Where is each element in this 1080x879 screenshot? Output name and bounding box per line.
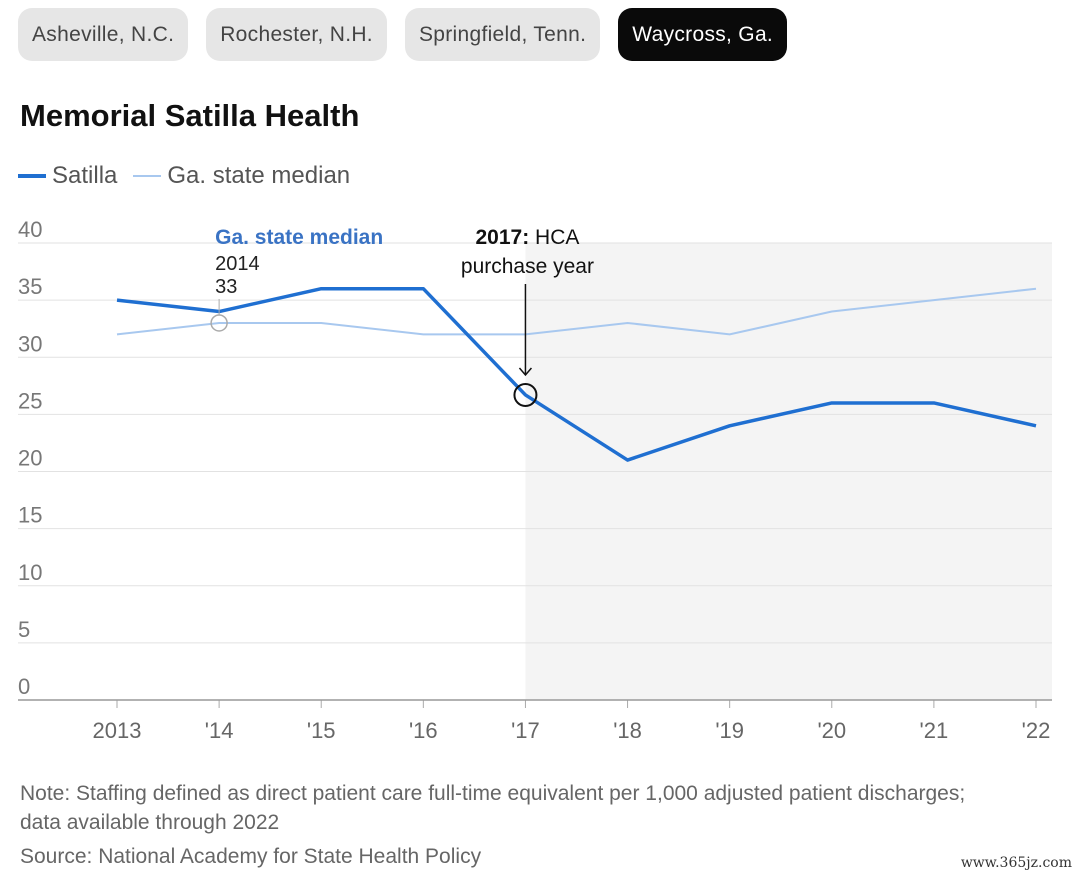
y-tick-label: 0 [18,674,30,699]
y-tick-label: 35 [18,274,42,299]
legend-item-median: Ga. state median [133,162,350,190]
chart-legend: Satilla Ga. state median [18,162,366,190]
x-tick-label: '20 [817,718,846,743]
legend-swatch-satilla [18,174,46,178]
legend-label-median: Ga. state median [167,162,351,189]
y-tick-label: 5 [18,617,30,642]
tab-springfield[interactable]: Springfield, Tenn. [404,8,601,61]
y-tick-label: 10 [18,560,42,585]
annotations: Ga. state median 2014 33 2017: HCA purch… [210,226,594,407]
legend-label-satilla: Satilla [52,162,118,189]
chart-source: Source: National Academy for State Healt… [20,845,482,868]
event-annotation-text: HCA [529,226,579,249]
y-tick-label: 25 [18,388,42,413]
median-annotation-title: Ga. state median [215,226,383,249]
series-line-satilla [116,286,1037,462]
y-tick-label: 15 [18,503,42,528]
tab-waycross[interactable]: Waycross, Ga. [618,8,788,61]
event-annotation-bold: 2017: [475,226,529,249]
tab-asheville[interactable]: Asheville, N.C. [18,8,189,61]
x-tick-label: '21 [920,718,949,743]
x-tick-label: '17 [511,718,540,743]
x-tick-label: 2013 [93,718,142,743]
event-annotation-marker [513,382,538,407]
x-tick-label: '15 [307,718,336,743]
legend-swatch-median [133,175,162,177]
median-annotation-year: 2014 [215,253,260,275]
location-tabs: Asheville, N.C. Rochester, N.H. Springfi… [18,8,788,61]
legend-item-satilla: Satilla [18,162,117,190]
median-annotation-marker [210,314,228,332]
x-tick-label: '18 [613,718,642,743]
tab-rochester[interactable]: Rochester, N.H. [206,8,387,61]
chart-title: Memorial Satilla Health [20,98,360,133]
event-annotation-line2: purchase year [461,255,594,278]
event-annotation-line1: 2017: HCA [475,226,579,249]
event-annotation-arrowhead [518,367,533,377]
y-gridlines [18,242,1052,644]
x-axis-ticks: 2013 '14 '15 '16 '17 '18 '19 '20 '21 '22 [93,700,1051,743]
line-chart: 0 5 10 15 20 25 30 35 40 2013 '14 '15 '16 '17 '18 '19 '… [18,217,1052,743]
y-axis-ticks: 0 5 10 15 20 25 30 35 40 [18,217,42,699]
watermark: www.365jz.com [960,855,1072,871]
median-annotation-value: 33 [215,276,237,298]
chart-note: Note: Staffing defined as direct patient… [20,782,966,834]
y-tick-label: 40 [18,217,42,242]
x-tick-label: '16 [409,718,438,743]
x-tick-label: '19 [715,718,744,743]
y-tick-label: 30 [18,331,42,356]
x-tick-label: '14 [205,718,234,743]
series-line-median [116,287,1037,336]
x-tick-label: '22 [1022,718,1051,743]
y-tick-label: 20 [18,446,42,471]
